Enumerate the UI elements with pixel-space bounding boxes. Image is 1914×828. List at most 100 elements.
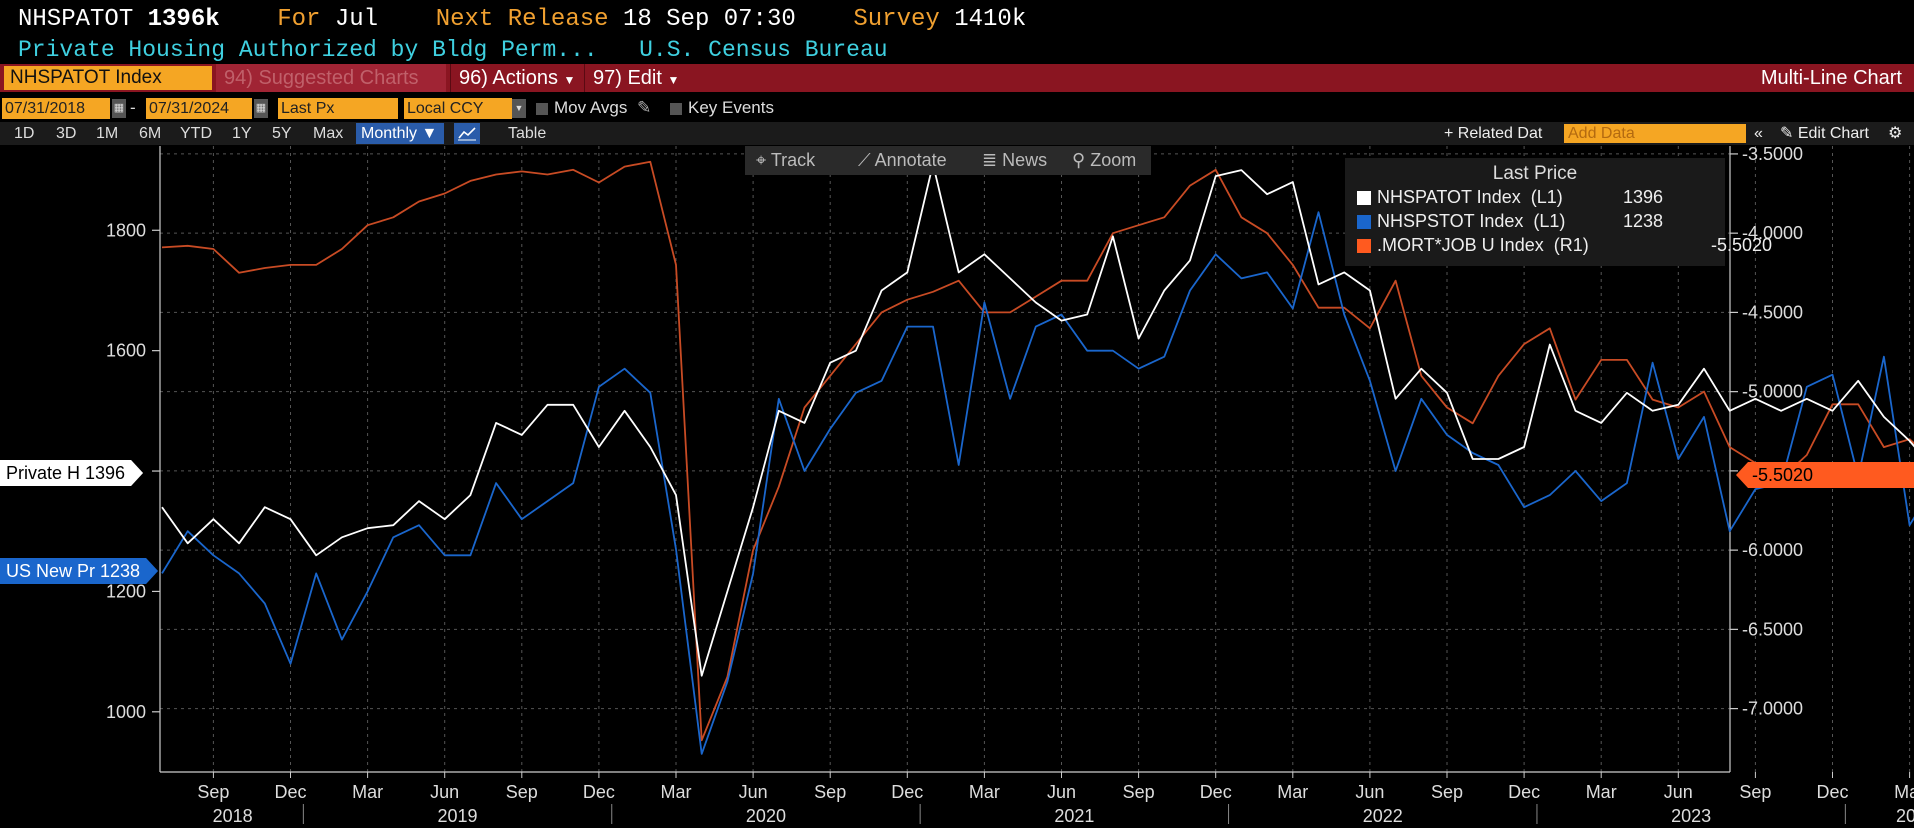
series-line-nhspatotindex xyxy=(161,163,1914,677)
key-events-label: Key Events xyxy=(688,98,774,117)
zoom-tool[interactable]: ⚲ Zoom xyxy=(1072,146,1136,175)
suggested-charts-button[interactable]: 94) Suggested Charts xyxy=(216,64,446,92)
x-tick-label: Sep xyxy=(506,782,538,802)
period-3d[interactable]: 3D xyxy=(56,125,77,142)
chart-tools xyxy=(745,146,1151,175)
chevron-down-icon[interactable]: ▼ xyxy=(512,99,526,118)
legend-value: 1396 xyxy=(1623,187,1664,207)
magnifier-icon: ⚲ xyxy=(1072,150,1086,170)
right-tick-label: -6.5000 xyxy=(1742,619,1803,639)
news-icon: ≣ xyxy=(982,150,998,170)
period-1m[interactable]: 1M xyxy=(96,125,119,142)
calendar-icon[interactable]: ▦ xyxy=(112,99,126,118)
currency-select[interactable]: Local CCY xyxy=(404,98,512,119)
period-ytd[interactable]: YTD xyxy=(180,125,212,142)
crosshair-icon: ⌖ xyxy=(756,150,767,170)
security-header: NHSPATOT 1396k For Jul Next Release 18 S… xyxy=(18,6,1026,33)
right-tick-label: -5.0000 xyxy=(1742,382,1803,402)
collapse-icon[interactable]: « xyxy=(1754,125,1763,142)
annotate-icon: ⟋ xyxy=(858,150,871,170)
mov-avgs-label: Mov Avgs xyxy=(554,98,628,117)
frequency-select[interactable]: Monthly ▼ xyxy=(356,123,444,144)
year-label: 2022 xyxy=(1363,806,1403,826)
news-label: News xyxy=(1002,150,1048,170)
last-value: 1396k xyxy=(147,6,220,33)
edit-menu[interactable]: 97) Edit ▼ xyxy=(584,64,687,92)
next-release-value: 18 Sep 07:30 xyxy=(622,6,796,33)
private-housing-marker: Private H 1396 xyxy=(0,460,143,486)
edit-chart-label: Edit Chart xyxy=(1797,125,1869,142)
period-1y[interactable]: 1Y xyxy=(232,125,252,142)
related-data-button[interactable]: + Related Dat xyxy=(1444,125,1543,142)
multi-line-chart[interactable]: 1000 1200 1600 1800 -3.5000 -4.0000 -4.5000 -5… xyxy=(0,146,1914,828)
period-max[interactable]: Max xyxy=(313,125,344,142)
period-1d[interactable]: 1D xyxy=(14,125,35,142)
mov-avgs-checkbox[interactable] xyxy=(536,103,548,115)
edit-chart-button[interactable]: ✎ Edit Chart xyxy=(1780,122,1869,145)
for-label: For xyxy=(277,6,321,33)
table-button[interactable]: Table xyxy=(508,125,547,142)
period-6m[interactable]: 6M xyxy=(139,125,162,142)
start-date-field[interactable]: 07/31/2018 xyxy=(2,98,110,119)
legend-label: NHSPSTOT Index (L1) xyxy=(1377,211,1566,231)
legend-swatch xyxy=(1357,191,1371,206)
x-tick-label: Sep xyxy=(1739,782,1771,802)
annotate-tool[interactable]: ⟋ Annotate xyxy=(858,146,947,175)
right-tick-label: -3.5000 xyxy=(1742,146,1803,164)
x-tick-label: Dec xyxy=(891,782,923,802)
x-tick-label: Jun xyxy=(739,782,768,802)
end-date-field[interactable]: 07/31/2024 xyxy=(146,98,252,119)
x-tick-label: Mar xyxy=(1586,782,1617,802)
chevron-down-icon: ▼ xyxy=(667,73,680,87)
right-tick-label: -7.0000 xyxy=(1742,699,1803,719)
x-tick-label: Jun xyxy=(1355,782,1384,802)
pencil-icon[interactable]: ✎ xyxy=(637,98,652,117)
left-tick-label: 1600 xyxy=(106,341,146,361)
x-tick-label: Mar xyxy=(1277,782,1308,802)
year-label: 2018 xyxy=(213,806,253,826)
gear-icon[interactable]: ⚙ xyxy=(1888,125,1903,142)
x-tick-label: Mar xyxy=(352,782,383,802)
legend-swatch xyxy=(1357,215,1371,230)
right-axis: -3.5000 -4.0000 -4.5000 -5.0000 -6.0000 -6.50… xyxy=(1729,146,1803,772)
x-tick-label: Sep xyxy=(197,782,229,802)
add-data-input[interactable]: Add Data xyxy=(1564,124,1746,143)
survey-value: 1410k xyxy=(954,6,1027,33)
x-tick-label: Sep xyxy=(1123,782,1155,802)
legend-row-permits[interactable]: NHSPATOT Index (L1) 1396 xyxy=(1357,187,1663,208)
ticker: NHSPATOT xyxy=(18,6,134,33)
year-label: 2020 xyxy=(746,806,786,826)
x-tick-label: Dec xyxy=(1508,782,1540,802)
legend-panel xyxy=(1345,158,1725,266)
calendar-icon[interactable]: ▦ xyxy=(254,99,268,118)
series-line-mortjobuindex xyxy=(161,160,1914,742)
data-source: U.S. Census Bureau xyxy=(639,37,888,63)
next-release-label: Next Release xyxy=(435,6,609,33)
x-tick-label: Sep xyxy=(814,782,846,802)
date-separator: - xyxy=(130,98,136,117)
actions-label: 96) Actions xyxy=(459,67,558,89)
left-tick-label: 1200 xyxy=(106,581,146,601)
right-tick-label: -6.0000 xyxy=(1742,540,1803,560)
survey-label: Survey xyxy=(853,6,940,33)
year-label: 2023 xyxy=(1671,806,1711,826)
key-events-checkbox[interactable] xyxy=(670,103,682,115)
track-tool[interactable]: ⌖ Track xyxy=(756,146,815,175)
legend-title: Last Price xyxy=(1492,163,1578,184)
x-tick-label: Dec xyxy=(583,782,615,802)
legend-row-mort[interactable]: .MORT*JOB U Index (R1) -5.5020 xyxy=(1357,235,1772,256)
actions-menu[interactable]: 96) Actions ▼ xyxy=(450,64,583,92)
x-tick-label: Dec xyxy=(1816,782,1848,802)
price-field-select[interactable]: Last Px xyxy=(278,98,398,119)
mort-job-marker: -5.5020 MORT*JOB xyxy=(1736,462,1914,488)
news-tool[interactable]: ≣ News xyxy=(982,146,1047,175)
security-field[interactable]: NHSPATOT Index xyxy=(4,66,212,90)
line-chart-icon-glyph xyxy=(458,127,476,141)
period-5y[interactable]: 5Y xyxy=(272,125,292,142)
x-tick-label: Dec xyxy=(274,782,306,802)
left-tick-label: 1800 xyxy=(106,220,146,240)
edit-label: 97) Edit xyxy=(593,67,662,89)
legend-row-starts[interactable]: NHSPSTOT Index (L1) 1238 xyxy=(1357,211,1663,232)
for-value: Jul xyxy=(334,6,379,33)
line-chart-icon[interactable] xyxy=(454,123,480,144)
